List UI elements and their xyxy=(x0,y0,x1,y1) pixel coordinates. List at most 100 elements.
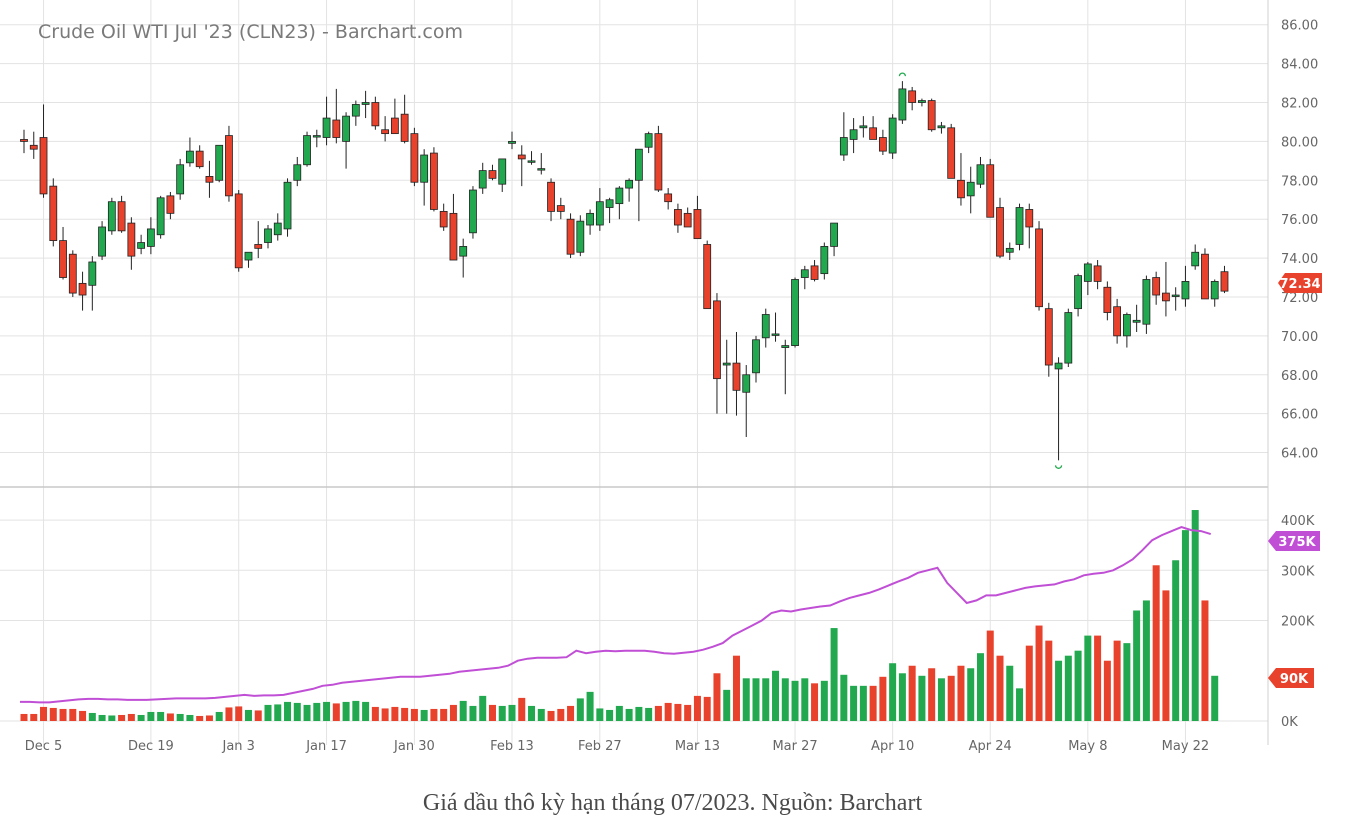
candle-body xyxy=(615,187,624,205)
candle-body xyxy=(342,115,350,142)
candle xyxy=(146,217,155,255)
y-tick-label: 80.00 xyxy=(1281,135,1318,150)
candle-body xyxy=(1210,281,1219,300)
candle-body xyxy=(1093,265,1102,282)
volume-bar xyxy=(69,708,77,721)
volume-bar xyxy=(840,674,848,721)
x-tick-label: Apr 10 xyxy=(871,739,914,754)
candle-body xyxy=(390,117,399,135)
volume-bar xyxy=(30,713,38,721)
candle xyxy=(859,116,868,138)
volume-bar xyxy=(59,708,67,721)
volume-bar xyxy=(762,678,770,721)
candle xyxy=(1152,271,1161,305)
candle-body xyxy=(996,207,1004,257)
candle xyxy=(205,160,214,198)
candle xyxy=(1191,244,1200,270)
candle-body xyxy=(683,212,692,228)
candle xyxy=(342,112,350,169)
volume-bar xyxy=(908,665,916,721)
candle-body xyxy=(498,158,507,185)
volume-bar xyxy=(157,711,165,721)
figure-caption: Giá dầu thô kỳ hạn tháng 07/2023. Nguồn:… xyxy=(422,790,923,816)
candle xyxy=(98,221,106,261)
candle xyxy=(1181,265,1190,307)
x-tick-label: Mar 27 xyxy=(772,739,817,754)
volume-bar xyxy=(586,691,594,721)
candle xyxy=(800,265,809,290)
candle xyxy=(595,188,604,231)
last-price-badge: 72.34 xyxy=(1278,273,1322,293)
candle-body xyxy=(634,148,643,181)
volume-bar xyxy=(889,663,897,721)
candle-body xyxy=(986,164,995,218)
candle-body xyxy=(878,137,887,152)
candle-body xyxy=(761,314,770,339)
candle-body xyxy=(439,211,448,228)
volume-bar xyxy=(98,714,106,721)
candle xyxy=(20,129,28,154)
volume-bar xyxy=(879,676,887,721)
volume-bar xyxy=(1162,590,1170,721)
candle xyxy=(68,250,77,297)
volume-y-tick-label: 0K xyxy=(1281,715,1298,730)
candle-body xyxy=(1044,308,1053,366)
candle xyxy=(156,195,165,239)
candle-body xyxy=(957,179,965,199)
candle xyxy=(117,195,126,233)
volume-bar xyxy=(401,707,409,721)
candle-body xyxy=(400,113,409,142)
candle-body xyxy=(713,300,721,380)
volume-bar xyxy=(430,708,438,721)
period-low-marker xyxy=(1054,465,1063,469)
candle xyxy=(1122,312,1131,348)
volume-bar xyxy=(1103,660,1111,721)
candle xyxy=(918,98,926,107)
candle xyxy=(234,190,243,272)
candle xyxy=(947,123,956,179)
candle xyxy=(78,271,87,311)
volume-bar xyxy=(557,708,565,721)
candle-body xyxy=(888,117,897,154)
volume-bar xyxy=(869,685,877,721)
volume-bar xyxy=(742,678,750,721)
candle xyxy=(781,339,790,395)
volume-bar xyxy=(713,673,721,721)
candle-body xyxy=(976,164,985,185)
candle xyxy=(225,125,233,202)
volume-bar xyxy=(293,702,301,721)
volume-bar xyxy=(567,705,575,721)
candle xyxy=(166,191,175,220)
candle-body xyxy=(1015,207,1024,245)
volume-bar xyxy=(1045,640,1053,721)
candle xyxy=(888,114,897,159)
candle-body xyxy=(703,244,712,310)
volume-bar xyxy=(1211,675,1219,721)
candle xyxy=(137,234,146,255)
volume-bar xyxy=(693,695,701,721)
volume-bar xyxy=(49,707,57,721)
candle xyxy=(810,260,819,282)
candle xyxy=(869,116,878,140)
candle xyxy=(547,178,555,222)
candle xyxy=(283,178,292,237)
volume-bar xyxy=(1064,655,1072,721)
candle-body xyxy=(273,222,282,236)
candle-body xyxy=(1220,271,1229,292)
volume-bar xyxy=(40,706,48,721)
candle-body xyxy=(293,164,302,181)
candle xyxy=(839,112,848,161)
candle-body xyxy=(576,220,585,253)
volume-bar xyxy=(547,710,555,721)
candle xyxy=(420,149,429,206)
candle xyxy=(986,158,995,218)
candle-body xyxy=(166,195,175,214)
candle-body xyxy=(839,137,848,156)
candle xyxy=(312,129,321,148)
candle-body xyxy=(1064,312,1073,364)
candle-body xyxy=(29,144,38,150)
volume-bar xyxy=(811,683,819,721)
volume-bar xyxy=(684,704,692,721)
candle xyxy=(29,131,38,159)
candle-body xyxy=(517,154,526,160)
